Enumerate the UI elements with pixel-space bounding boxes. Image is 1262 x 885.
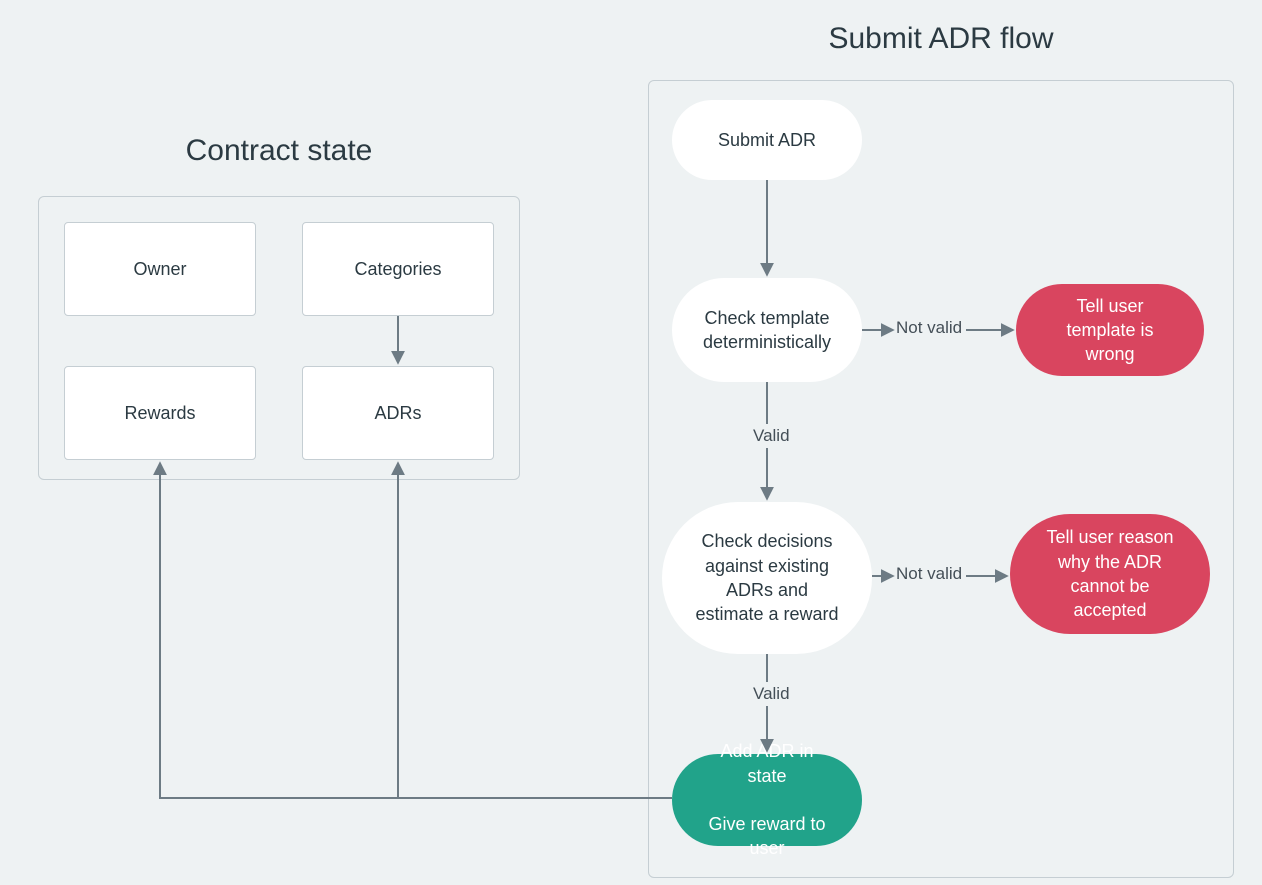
flow-node-add-adr-line1: Add ADR in state [700, 739, 834, 788]
state-box-rewards: Rewards [64, 366, 256, 460]
state-box-categories-label: Categories [354, 259, 441, 280]
flow-node-error-decisions: Tell user reason why the ADR cannot be a… [1010, 514, 1210, 634]
edge-label-notvalid-1: Not valid [892, 318, 966, 338]
edge-label-notvalid-2: Not valid [892, 564, 966, 584]
state-box-owner-label: Owner [133, 259, 186, 280]
flow-node-error-template-label: Tell user template is wrong [1044, 294, 1176, 367]
flow-node-check-template-label: Check template deterministically [700, 306, 834, 355]
flow-node-error-template: Tell user template is wrong [1016, 284, 1204, 376]
flow-node-submit: Submit ADR [672, 100, 862, 180]
submit-flow-title: Submit ADR flow [800, 22, 1082, 56]
flow-node-error-decisions-label: Tell user reason why the ADR cannot be a… [1038, 525, 1182, 622]
flow-node-check-decisions: Check decisions against existing ADRs an… [662, 502, 872, 654]
edge-label-valid-2: Valid [749, 684, 794, 704]
flow-node-submit-label: Submit ADR [718, 128, 816, 152]
edge-addadr-to-adrs [398, 464, 672, 798]
state-box-adrs-label: ADRs [374, 403, 421, 424]
flow-node-check-template: Check template deterministically [672, 278, 862, 382]
flow-node-check-decisions-label: Check decisions against existing ADRs an… [690, 529, 844, 626]
state-box-adrs: ADRs [302, 366, 494, 460]
state-box-rewards-label: Rewards [124, 403, 195, 424]
state-box-owner: Owner [64, 222, 256, 316]
edge-addadr-to-rewards [160, 464, 672, 798]
flow-node-add-adr: Add ADR in state Give reward to user [672, 754, 862, 846]
edge-label-valid-1: Valid [749, 426, 794, 446]
contract-state-title: Contract state [140, 134, 418, 168]
state-box-categories: Categories [302, 222, 494, 316]
flow-node-add-adr-line2: Give reward to user [700, 812, 834, 861]
